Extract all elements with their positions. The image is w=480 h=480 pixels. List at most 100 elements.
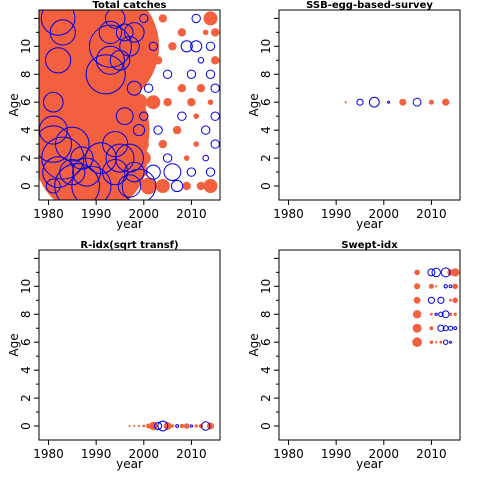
positive-residual-bubble-67 [168,42,177,51]
negative-residual-bubble-69 [171,179,184,193]
y-axis-label: Age [247,333,261,356]
bubbles [344,96,450,108]
y-tick-label: 4 [259,366,273,374]
negative-residual-bubble-29 [109,50,131,71]
y-tick-label: 10 [19,279,33,294]
positive-residual-bubble-85 [196,181,206,191]
positive-residual-bubble-92 [207,99,214,105]
negative-residual-bubble-30 [115,23,134,42]
negative-residual-bubble-5 [412,97,422,107]
x-tick-label: 1980 [273,207,304,221]
positive-residual-bubble-41 [121,79,138,97]
y-tick-label: 4 [19,126,33,134]
positive-residual-bubble-83 [196,84,206,93]
positive-residual-bubble-28 [448,312,453,316]
panel-title: Swept-idx [341,240,398,251]
positive-residual-bubble-64 [163,98,172,107]
positive-residual-bubble-1 [133,425,136,427]
positive-residual-bubble-11 [429,340,434,344]
negative-residual-bubble-76 [186,69,197,80]
negative-residual-bubble-51 [139,111,149,121]
positive-residual-bubble-34 [453,312,457,316]
positive-residual-bubble-33 [452,297,459,304]
negative-residual-bubble-19 [70,146,94,170]
x-tick-label: 1990 [81,447,112,461]
x-tick-label: 2000 [129,447,160,461]
positive-residual-bubble-7 [442,98,450,106]
positive-residual-bubble-13 [435,285,438,288]
x-tick-label: 2000 [129,207,160,221]
positive-residual-bubble-86 [202,29,209,36]
x-tick-label: 2010 [416,207,447,221]
negative-residual-bubble-90 [205,41,216,51]
negative-residual-bubble-54 [143,83,154,93]
positive-residual-bubble-4 [399,98,407,106]
negative-residual-bubble-80 [191,13,201,24]
y-tick-label: 6 [259,338,273,346]
y-tick-label: 0 [259,182,273,190]
negative-residual-bubble-87 [201,125,211,135]
negative-residual-bubble-93 [205,167,216,177]
plot-frame [38,249,221,441]
y-tick-label: 2 [19,154,33,162]
negative-residual-bubble-99 [210,139,220,149]
positive-residual-bubble-68 [172,125,182,135]
y-tick-label: 8 [19,70,33,78]
negative-residual-bubble-71 [177,111,187,121]
negative-residual-bubble-13 [189,424,193,428]
negative-residual-bubble-16 [71,165,112,200]
positive-residual-bubble-19 [439,340,443,344]
positive-residual-bubble-17 [207,422,214,430]
negative-residual-bubble-97 [210,83,220,93]
negative-residual-bubble-56 [148,41,159,51]
positive-residual-bubble-32 [452,283,459,290]
positive-residual-bubble-70 [177,84,187,93]
plot-frame [278,249,461,441]
negative-residual-bubble-33 [117,174,142,198]
negative-residual-bubble-88 [202,154,209,162]
x-tick-label: 2010 [176,447,207,461]
x-tick-label: 1990 [81,207,112,221]
negative-residual-bubble-12 [42,156,74,189]
y-tick-label: 8 [259,310,273,318]
positive-residual-bubble-40 [117,95,132,110]
negative-residual-bubble-3 [387,100,391,104]
negative-residual-bubble-63 [162,69,173,80]
panel-title: SSB-egg-based-survey [306,0,433,11]
positive-residual-bubble-3 [412,310,422,319]
panel-3: 1980 1990 2000 2010 0 2 4 6 8 10 year Age R-idx(sqrt… [7,240,221,471]
x-tick-label: 1990 [321,207,352,221]
positive-residual-bubble-11 [179,423,184,429]
negative-residual-bubble-65 [162,153,173,163]
positive-residual-bubble-89 [203,11,218,26]
positive-residual-bubble-12 [183,423,190,429]
y-tick-label: 4 [19,366,33,374]
negative-residual-bubble-30 [449,340,452,344]
x-tick-label: 2000 [369,447,400,461]
negative-residual-bubble-21 [443,284,448,289]
x-tick-label: 2000 [369,207,400,221]
negative-residual-bubble-78 [186,167,197,177]
y-tick-label: 2 [19,394,33,402]
panel-title: R-idx(sqrt transf) [80,240,178,251]
y-tick-label: 10 [259,279,273,294]
negative-residual-bubble-66 [163,163,182,182]
negative-residual-bubble-18 [437,324,445,332]
positive-residual-bubble-0 [414,269,420,276]
y-tick-label: 0 [259,422,273,430]
positive-residual-bubble-59 [153,56,163,65]
positive-residual-bubble-6 [428,99,434,105]
positive-residual-bubble-53 [140,177,158,195]
negative-residual-bubble-29 [447,325,454,331]
negative-residual-bubble-50 [139,13,149,24]
positive-residual-bubble-96 [211,56,220,65]
negative-residual-bubble-22 [441,310,450,319]
positive-residual-bubble-62 [158,139,167,149]
negative-residual-bubble-36 [121,168,157,200]
panel-4: 1980 1990 2000 2010 0 2 4 6 8 10 year Age Swept-idx [247,240,461,471]
y-tick-label: 0 [19,422,33,430]
x-axis-label: year [356,217,383,231]
positive-residual-bubble-94 [203,179,218,193]
positive-residual-bubble-5 [412,337,422,348]
x-tick-label: 1980 [273,447,304,461]
